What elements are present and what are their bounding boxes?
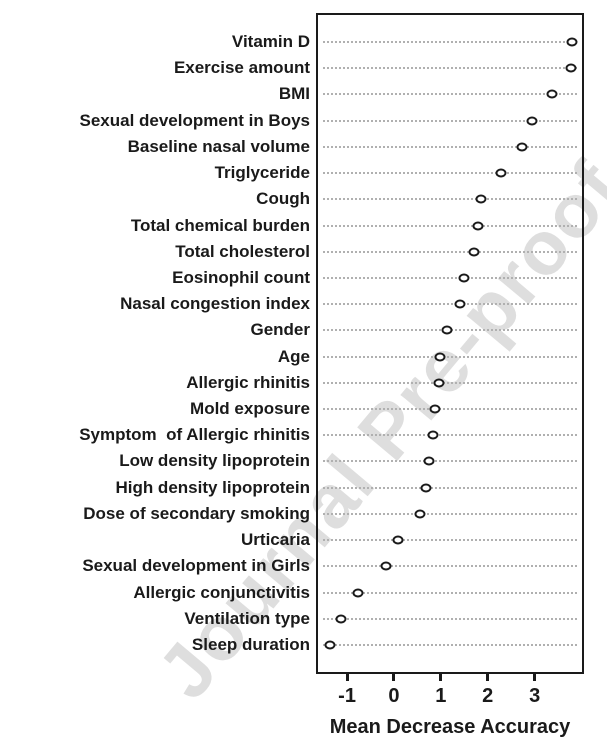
x-axis-tick (486, 673, 490, 681)
data-point-marker (468, 247, 480, 257)
gridline (323, 486, 577, 489)
data-point-marker (434, 352, 446, 362)
category-label: Dose of secondary smoking (83, 503, 310, 523)
category-label: Allergic rhinitis (186, 372, 310, 392)
plot-frame (316, 13, 584, 674)
data-point-marker (380, 561, 392, 571)
x-axis-tick (533, 673, 537, 681)
x-axis-tick (392, 673, 396, 681)
category-label: Low density lipoprotein (119, 451, 310, 471)
gridline (323, 434, 577, 437)
category-label: Age (277, 346, 310, 366)
data-point-marker (475, 194, 487, 204)
category-label: Nasal congestion index (120, 294, 310, 314)
data-point-marker (429, 404, 441, 414)
gridline (323, 408, 577, 411)
category-label: Gender (250, 320, 310, 340)
data-point-marker (516, 142, 528, 152)
data-point-marker (335, 614, 347, 624)
gridline (323, 198, 577, 201)
category-label: Mold exposure (190, 399, 310, 419)
data-point-marker (565, 63, 577, 73)
x-axis-tick-label: 2 (482, 685, 494, 707)
data-point-marker (423, 456, 435, 466)
gridline (323, 355, 577, 358)
data-point-marker (454, 299, 466, 309)
data-point-marker (324, 640, 336, 650)
data-point-marker (414, 509, 426, 519)
gridline (323, 591, 577, 594)
gridline (323, 224, 577, 227)
category-label: Exercise amount (173, 58, 310, 78)
gridline (323, 565, 577, 568)
category-label: Sleep duration (191, 635, 310, 654)
data-point-marker (526, 116, 538, 126)
category-label: Triglyceride (214, 163, 310, 183)
data-point-marker (433, 378, 444, 388)
x-axis-tick-label: 0 (388, 685, 400, 707)
data-point-marker (352, 588, 364, 598)
category-label: Vitamin D (231, 32, 310, 51)
gridline (323, 67, 577, 70)
gridline (323, 119, 577, 122)
gridline (323, 539, 577, 542)
category-label: Total chemical burden (130, 215, 310, 235)
data-point-marker (566, 37, 578, 47)
gridline (323, 145, 577, 148)
gridline (323, 512, 577, 515)
category-label: High density lipoprotein (115, 477, 310, 497)
category-label: Total cholesterol (175, 241, 310, 261)
gridline (323, 617, 577, 620)
gridline (323, 276, 577, 279)
category-label: Urticaria (241, 530, 310, 550)
gridline (323, 41, 577, 43)
data-point-marker (441, 325, 453, 335)
data-point-marker (420, 483, 432, 493)
gridline (323, 644, 577, 646)
data-point-marker (458, 273, 470, 283)
category-label: Symptom of Allergic rhinitis (79, 425, 310, 445)
gridline (323, 250, 577, 253)
x-axis-tick (439, 673, 443, 681)
gridline (323, 303, 577, 306)
category-label: Allergic conjunctivitis (133, 582, 310, 602)
category-label: BMI (278, 84, 310, 104)
data-point-marker (495, 168, 507, 178)
gridline (323, 460, 577, 463)
data-point-marker (427, 430, 439, 440)
data-point-marker (546, 89, 558, 99)
x-axis-tick-label: -1 (338, 685, 356, 707)
gridline (323, 93, 577, 96)
x-axis-title: Mean Decrease Accuracy (329, 716, 571, 738)
x-axis-tick-label: 3 (529, 685, 541, 707)
data-point-marker (472, 221, 484, 231)
category-label: Eosinophil count (172, 267, 310, 287)
category-label: Cough (256, 189, 310, 209)
category-label: Sexual development in Girls (82, 556, 310, 576)
category-label: Baseline nasal volume (127, 136, 310, 156)
x-axis-tick (345, 673, 349, 681)
gridline (323, 381, 577, 384)
data-point-marker (392, 535, 404, 545)
gridline (323, 172, 577, 175)
category-label: Ventilation type (184, 608, 310, 628)
category-label: Sexual development in Boys (79, 110, 310, 130)
x-axis-tick-label: 1 (435, 685, 447, 707)
